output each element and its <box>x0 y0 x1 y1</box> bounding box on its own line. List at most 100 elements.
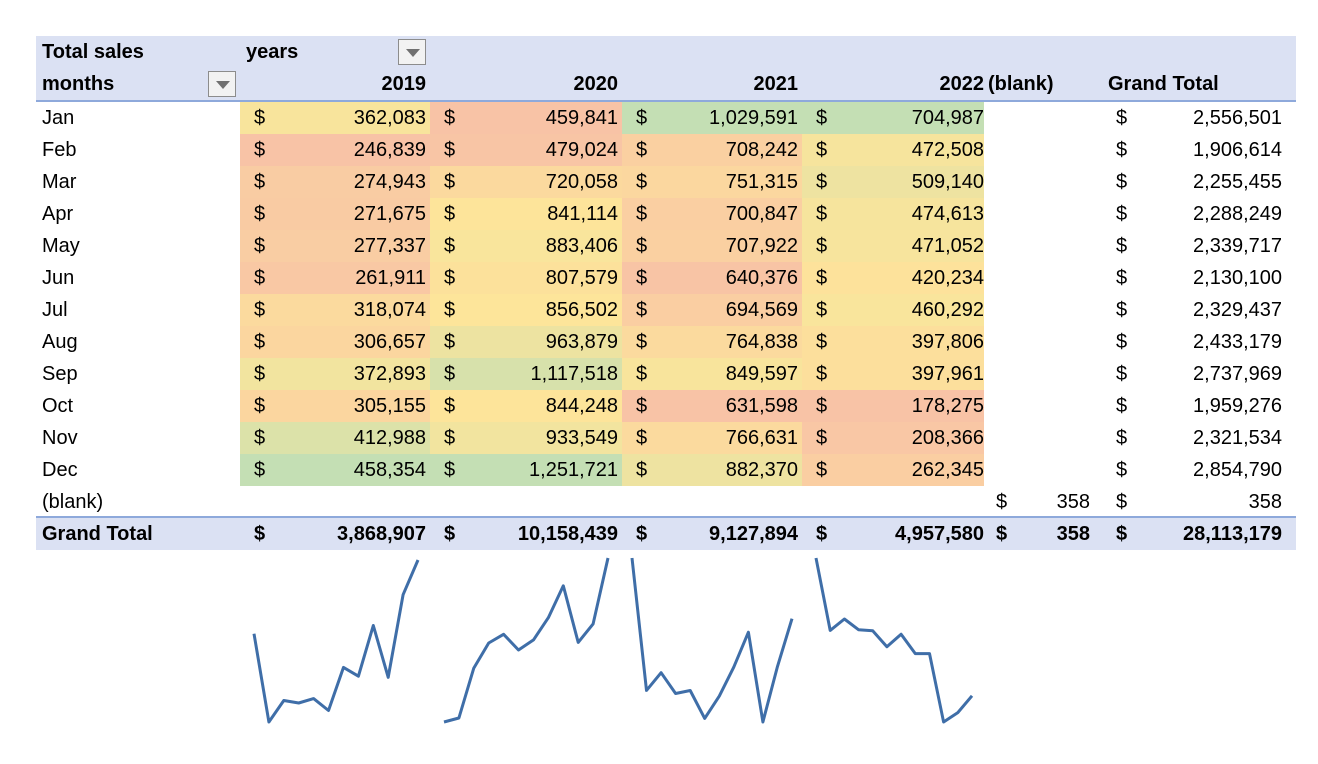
currency-symbol: $ <box>816 299 828 321</box>
heatmap-cell <box>240 230 430 262</box>
currency-symbol: $ <box>1116 395 1128 417</box>
value-cell: 2,130,100 <box>1193 267 1282 289</box>
heatmap-cell <box>802 262 984 294</box>
value-cell: 458,354 <box>353 459 426 481</box>
value-cell: 807,579 <box>545 267 618 289</box>
sparkline-2020 <box>443 557 610 724</box>
row-label: Nov <box>42 427 78 449</box>
heatmap-cell <box>430 326 622 358</box>
heatmap-cell <box>802 358 984 390</box>
currency-symbol: $ <box>636 331 648 353</box>
years-filter-dropdown[interactable] <box>398 39 426 65</box>
grand-total-value: 358 <box>1056 523 1090 545</box>
currency-symbol: $ <box>1116 267 1128 289</box>
heatmap-cell <box>802 134 984 166</box>
table-row: Feb $246,839 $479,024 $708,242 $472,508 $1,90… <box>36 134 1296 166</box>
table-row: Jan $362,083 $459,841 $1,029,591 $704,987 $2,… <box>36 102 1296 134</box>
currency-symbol: $ <box>444 139 456 161</box>
value-cell: 933,549 <box>545 427 618 449</box>
currency-symbol: $ <box>816 235 828 257</box>
value-cell: 1,251,721 <box>529 459 618 481</box>
currency-symbol: $ <box>636 395 648 417</box>
heatmap-cell <box>430 102 622 134</box>
heatmap-cell <box>622 102 802 134</box>
heatmap-cell <box>430 262 622 294</box>
grand-total-value: 4,957,580 <box>895 523 984 545</box>
currency-symbol: $ <box>254 459 266 481</box>
value-cell: 358 <box>1056 491 1090 513</box>
value-cell: 471,052 <box>911 235 984 257</box>
value-cell: 694,569 <box>725 299 798 321</box>
pivot-header-row-1: Total sales years <box>36 36 1296 68</box>
column-header-blank: (blank) <box>988 73 1054 95</box>
row-label: Aug <box>42 331 78 353</box>
heatmap-cell <box>430 358 622 390</box>
column-header-2021: 2021 <box>753 73 799 95</box>
currency-symbol: $ <box>254 203 266 225</box>
value-cell: 459,841 <box>545 107 618 129</box>
currency-symbol: $ <box>444 427 456 449</box>
currency-symbol: $ <box>254 171 266 193</box>
table-row: Jun $261,911 $807,579 $640,376 $420,234 $2,13… <box>36 262 1296 294</box>
value-cell: 472,508 <box>911 139 984 161</box>
value-cell: 397,961 <box>911 363 984 385</box>
value-cell: 720,058 <box>545 171 618 193</box>
value-cell: 856,502 <box>545 299 618 321</box>
currency-symbol: $ <box>444 331 456 353</box>
heatmap-cell <box>622 134 802 166</box>
currency-symbol: $ <box>444 235 456 257</box>
currency-symbol: $ <box>1116 523 1128 545</box>
table-row: Dec $458,354 $1,251,721 $882,370 $262,345 $2,… <box>36 454 1296 486</box>
value-cell: 1,117,518 <box>530 363 619 385</box>
heatmap-cell <box>240 166 430 198</box>
row-label: Oct <box>42 395 74 417</box>
currency-symbol: $ <box>444 299 456 321</box>
value-cell: 318,074 <box>353 299 426 321</box>
grand-total-value: 10,158,439 <box>517 523 618 545</box>
value-cell: 1,029,591 <box>709 107 798 129</box>
months-filter-dropdown[interactable] <box>208 71 236 97</box>
value-cell: 963,879 <box>545 331 618 353</box>
value-cell: 271,675 <box>353 203 426 225</box>
currency-symbol: $ <box>1116 427 1128 449</box>
currency-symbol: $ <box>444 267 456 289</box>
heatmap-cell <box>430 454 622 486</box>
heatmap-cell <box>622 198 802 230</box>
value-cell: 420,234 <box>911 267 984 289</box>
table-row: Sep $372,893 $1,117,518 $849,597 $397,961 $2,… <box>36 358 1296 390</box>
heatmap-cell <box>240 390 430 422</box>
currency-symbol: $ <box>1116 107 1128 129</box>
currency-symbol: $ <box>1116 235 1128 257</box>
value-cell: 764,838 <box>725 331 798 353</box>
currency-symbol: $ <box>636 235 648 257</box>
currency-symbol: $ <box>636 107 648 129</box>
value-cell: 306,657 <box>353 331 426 353</box>
value-cell: 700,847 <box>725 203 798 225</box>
heatmap-cell <box>802 198 984 230</box>
value-cell: 2,288,249 <box>1193 203 1282 225</box>
currency-symbol: $ <box>816 523 828 545</box>
table-row: Mar $274,943 $720,058 $751,315 $509,140 $2,25… <box>36 166 1296 198</box>
table-row: Apr $271,675 $841,114 $700,847 $474,613 $2,28… <box>36 198 1296 230</box>
value-cell: 208,366 <box>911 427 984 449</box>
table-row: Jul $318,074 $856,502 $694,569 $460,292 $2,32… <box>36 294 1296 326</box>
heatmap-cell <box>240 358 430 390</box>
currency-symbol: $ <box>444 363 456 385</box>
table-row: (blank) $358 $358 <box>36 486 1296 518</box>
row-label: Jan <box>42 107 75 129</box>
currency-symbol: $ <box>254 427 266 449</box>
value-cell: 882,370 <box>725 459 798 481</box>
value-cell: 1,906,614 <box>1193 139 1282 161</box>
heatmap-cell <box>622 166 802 198</box>
table-row: Oct $305,155 $844,248 $631,598 $178,275 $1,95… <box>36 390 1296 422</box>
currency-symbol: $ <box>636 139 648 161</box>
heatmap-cell <box>802 390 984 422</box>
currency-symbol: $ <box>444 107 456 129</box>
value-cell: 2,854,790 <box>1193 459 1282 481</box>
row-label: Feb <box>42 139 77 161</box>
value-cell: 2,329,437 <box>1193 299 1282 321</box>
currency-symbol: $ <box>254 395 266 417</box>
currency-symbol: $ <box>636 427 648 449</box>
value-cell: 640,376 <box>725 267 798 289</box>
